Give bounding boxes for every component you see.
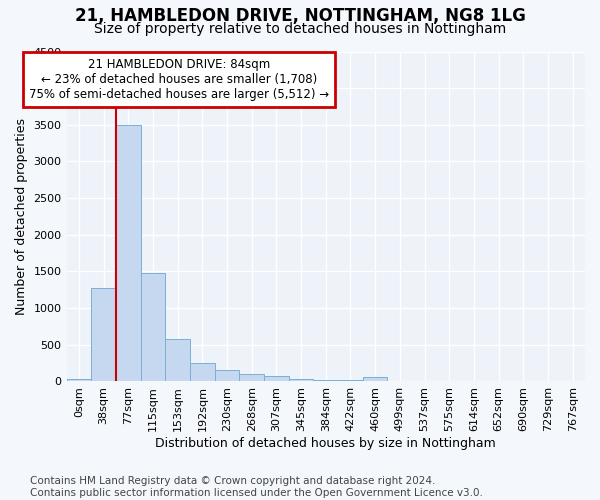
Y-axis label: Number of detached properties: Number of detached properties [15, 118, 28, 315]
X-axis label: Distribution of detached houses by size in Nottingham: Distribution of detached houses by size … [155, 437, 496, 450]
Bar [91, 288, 116, 382]
Bar [289, 380, 313, 382]
Bar [140, 273, 165, 382]
Bar [239, 374, 264, 382]
Bar [338, 380, 363, 382]
Text: Contains HM Land Registry data © Crown copyright and database right 2024.
Contai: Contains HM Land Registry data © Crown c… [30, 476, 483, 498]
Bar [215, 370, 239, 382]
Bar [190, 363, 215, 382]
Bar [363, 377, 388, 382]
Bar [264, 376, 289, 382]
Bar [67, 380, 91, 382]
Bar [116, 125, 140, 382]
Text: 21, HAMBLEDON DRIVE, NOTTINGHAM, NG8 1LG: 21, HAMBLEDON DRIVE, NOTTINGHAM, NG8 1LG [74, 8, 526, 26]
Text: 21 HAMBLEDON DRIVE: 84sqm
← 23% of detached houses are smaller (1,708)
75% of se: 21 HAMBLEDON DRIVE: 84sqm ← 23% of detac… [29, 58, 329, 101]
Bar [313, 380, 338, 382]
Bar [165, 339, 190, 382]
Text: Size of property relative to detached houses in Nottingham: Size of property relative to detached ho… [94, 22, 506, 36]
